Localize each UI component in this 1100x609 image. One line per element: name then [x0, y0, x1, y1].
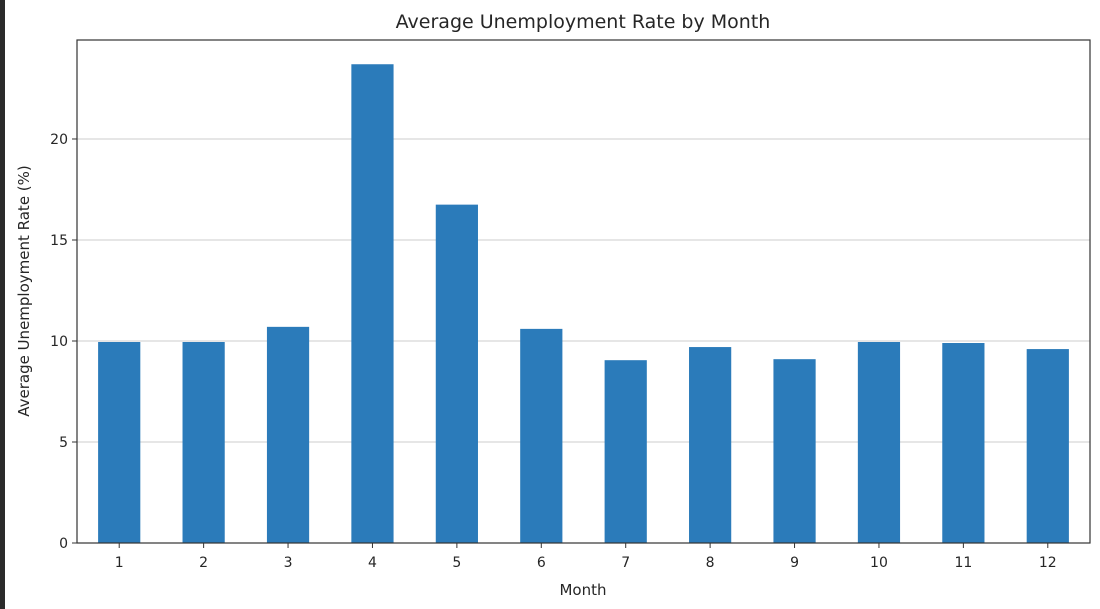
y-gridlines	[77, 138, 1090, 443]
x-tick-label-9: 9	[790, 555, 799, 571]
bar-month-1	[98, 342, 141, 543]
y-tick-label-10: 10	[50, 334, 68, 350]
x-tick-label-5: 5	[452, 555, 461, 571]
bar-month-5	[435, 204, 478, 544]
bar-month-11	[942, 343, 985, 543]
bar-month-12	[1026, 349, 1069, 543]
x-tick-label-10: 10	[870, 555, 888, 571]
x-tick-label-2: 2	[199, 555, 208, 571]
bar-month-10	[857, 342, 901, 543]
y-axis-title: Average Unemployment Rate (%)	[15, 165, 33, 417]
window-left-edge	[0, 0, 5, 609]
x-axis-ticks: 1 2 3 4 5 6 7 8 9 10 11 12	[115, 543, 1057, 571]
x-tick-label-11: 11	[954, 555, 972, 571]
bar-month-4	[351, 64, 394, 543]
y-axis-ticks: 0 5 10 15 20	[50, 132, 77, 552]
y-tick-label-20: 20	[50, 132, 68, 148]
x-tick-label-1: 1	[115, 555, 124, 571]
x-tick-label-6: 6	[537, 555, 546, 571]
x-tick-label-3: 3	[284, 555, 293, 571]
y-tick-label-0: 0	[59, 536, 68, 552]
x-tick-label-12: 12	[1039, 555, 1057, 571]
chart-title: Average Unemployment Rate by Month	[396, 11, 771, 33]
y-tick-label-15: 15	[50, 233, 68, 249]
x-axis-title: Month	[559, 581, 606, 599]
plot-area-frame	[76, 39, 1091, 544]
bar-month-6	[520, 328, 563, 543]
x-tick-label-4: 4	[368, 555, 377, 571]
x-tick-label-8: 8	[706, 555, 715, 571]
bar-month-8	[689, 347, 732, 543]
bar-month-2	[182, 342, 225, 543]
bars	[98, 64, 1069, 544]
bar-month-3	[266, 326, 310, 543]
x-tick-label-7: 7	[621, 555, 630, 571]
y-tick-label-5: 5	[59, 435, 68, 451]
bar-month-7	[604, 360, 647, 543]
bar-month-9	[773, 359, 816, 543]
